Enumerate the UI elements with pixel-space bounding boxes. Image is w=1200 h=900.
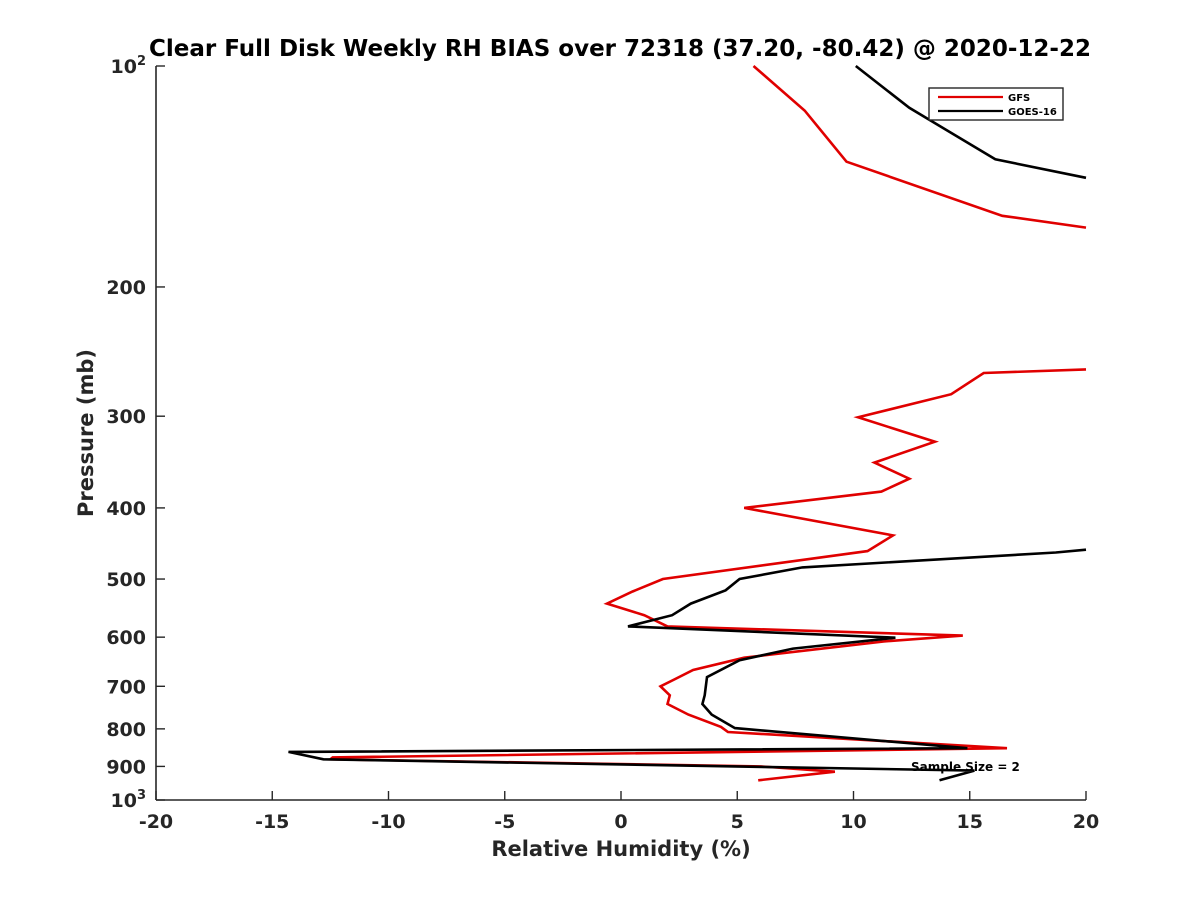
- x-tick-label: -5: [494, 811, 515, 833]
- y-tick-label: 900: [106, 756, 146, 778]
- axes: [155, 66, 1086, 801]
- legend-label-goes16: GOES-16: [1008, 107, 1057, 118]
- series-layer: [288, 64, 1087, 782]
- y-tick-label: 700: [106, 676, 146, 698]
- x-tick-label: -20: [139, 811, 173, 833]
- x-tick-label: -15: [255, 811, 289, 833]
- series-line-goes16: [288, 64, 1087, 782]
- x-tick-label: -10: [371, 811, 405, 833]
- x-tick-label: 5: [731, 811, 744, 833]
- y-tick-label: 800: [106, 719, 146, 741]
- y-tick-label: 500: [106, 569, 146, 591]
- y-tick-label: 400: [106, 498, 146, 520]
- legend-box: [928, 87, 1064, 121]
- y-tick-label: 600: [106, 627, 146, 649]
- legend: GFS GOES-16: [928, 87, 1064, 121]
- y-ticks: 102 200 300 400 500 600 700 800 900 103: [106, 54, 165, 812]
- x-axis-label: Relative Humidity (%): [491, 837, 750, 861]
- x-tick-label: 20: [1073, 811, 1099, 833]
- y-tick-label: 300: [106, 406, 146, 428]
- x-tick-label: 0: [614, 811, 627, 833]
- y-tick-label: 200: [106, 277, 146, 299]
- legend-label-gfs: GFS: [1008, 93, 1030, 104]
- y-tick-label-power: 102: [111, 54, 147, 78]
- y-axis-label: Pressure (mb): [74, 349, 98, 517]
- y-tick-label-power: 103: [111, 788, 147, 812]
- series-line-gfs: [326, 65, 1087, 782]
- chart-title: Clear Full Disk Weekly RH BIAS over 7231…: [149, 36, 1091, 62]
- sample-size-annotation: Sample Size = 2: [911, 760, 1020, 774]
- x-ticks: -20 -15 -10 -5 0 5 10 15 20: [139, 791, 1099, 833]
- x-tick-label: 15: [957, 811, 983, 833]
- x-tick-label: 10: [840, 811, 866, 833]
